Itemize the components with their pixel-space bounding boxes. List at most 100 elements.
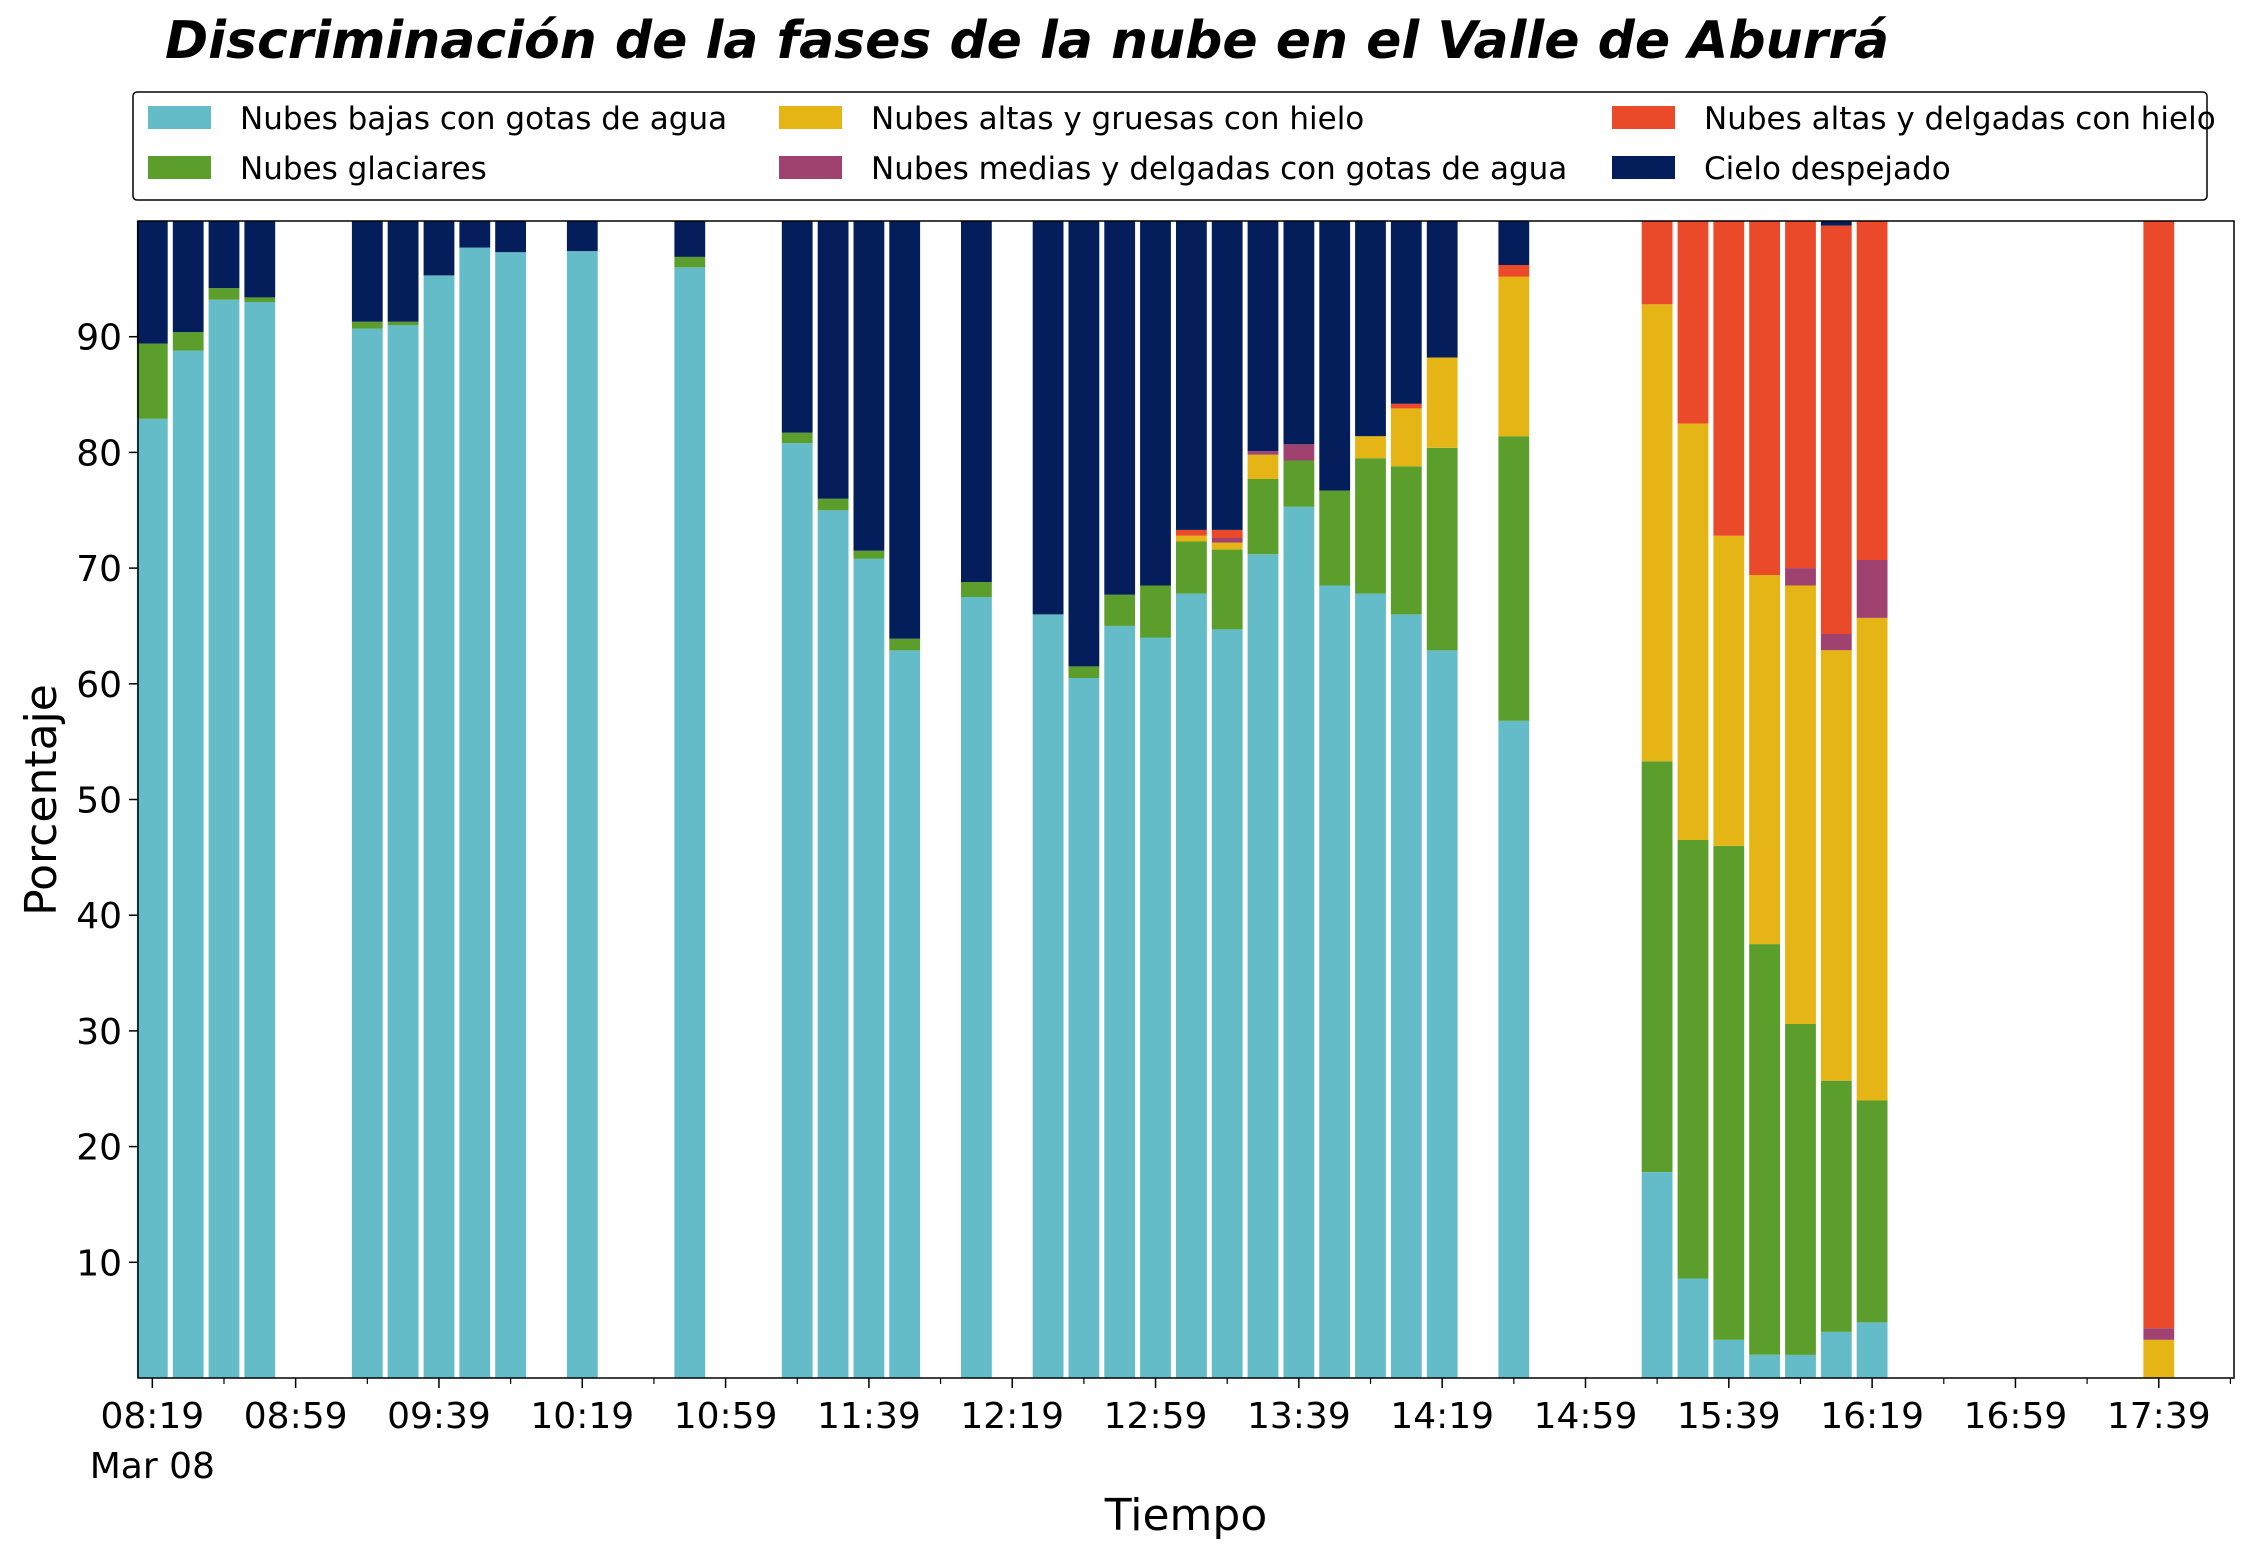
- x-tick-label-1539: 15:39: [1677, 1396, 1781, 1437]
- bar-segment-nubes-glaciares-1149: [889, 638, 921, 651]
- bar-segment-nubes-bajas-con-gotas-de-agua-0939: [423, 275, 455, 1378]
- bar-segment-nubes-glaciares-1549: [1749, 944, 1780, 1355]
- bar-segment-nubes-medias-y-delgadas-con-gotas-de-agua-1739: [2143, 1328, 2175, 1340]
- bar-segment-nubes-bajas-con-gotas-de-agua-0849: [244, 302, 276, 1378]
- bar-segment-nubes-bajas-con-gotas-de-agua-1439: [1498, 720, 1530, 1378]
- bar-segment-nubes-glaciares-1439: [1498, 436, 1530, 721]
- y-tick-label-70: 70: [76, 549, 122, 590]
- bar-segment-nubes-bajas-con-gotas-de-agua-0829: [172, 350, 204, 1379]
- bar-segment-nubes-bajas-con-gotas-de-agua-1539: [1713, 1339, 1745, 1378]
- bar-segment-nubes-bajas-con-gotas-de-agua-1519: [1641, 1172, 1673, 1378]
- bar-segment-nubes-altas-y-delgadas-con-hielo-1619: [1856, 221, 1888, 560]
- bar-segment-cielo-despejado-0839: [208, 221, 240, 289]
- x-tick-label-1659: 16:59: [1964, 1396, 2068, 1437]
- x-axis: 08:19 Mar 08 08:59 09:39 10:19 10:59 11:39 12:1…: [90, 1378, 2232, 1487]
- y-tick-label-10: 10: [76, 1243, 122, 1284]
- bar-segment-nubes-bajas-con-gotas-de-agua-0919: [351, 328, 383, 1379]
- bar-segment-nubes-glaciares-1559: [1785, 1024, 1816, 1355]
- bar-segment-nubes-glaciares-1339: [1283, 460, 1315, 507]
- bar-segment-nubes-bajas-con-gotas-de-agua-1349: [1319, 585, 1351, 1378]
- bar-segment-nubes-bajas-con-gotas-de-agua-0929: [387, 325, 419, 1379]
- bar-segment-cielo-despejado-1329: [1247, 221, 1279, 452]
- legend-label-nubes-altas-y-delgadas-con-hielo: Nubes altas y delgadas con hielo: [1704, 101, 2216, 137]
- bar-segment-cielo-despejado-0919: [351, 221, 383, 322]
- bar-segment-nubes-bajas-con-gotas-de-agua-1119: [781, 443, 813, 1379]
- bar-segment-nubes-bajas-con-gotas-de-agua-1229: [1032, 614, 1064, 1378]
- x-tick-label-1459: 14:59: [1534, 1396, 1638, 1437]
- x-tick-label-0939: 09:39: [387, 1396, 491, 1437]
- bar-segment-nubes-bajas-con-gotas-de-agua-1559: [1785, 1354, 1816, 1378]
- bar-segment-cielo-despejado-1339: [1283, 221, 1315, 445]
- bar-segment-nubes-medias-y-delgadas-con-gotas-de-agua-1609: [1820, 634, 1852, 651]
- bar-segment-nubes-glaciares-1409: [1390, 466, 1422, 615]
- bar-segment-nubes-glaciares-0919: [351, 321, 383, 329]
- legend-swatch-nubes-glaciares: [148, 156, 211, 179]
- bar-segment-nubes-altas-y-delgadas-con-hielo-1309: [1176, 529, 1207, 536]
- bar-segment-nubes-glaciares-1129: [817, 498, 849, 511]
- bar-segment-nubes-altas-y-gruesas-con-hielo-1309: [1176, 535, 1207, 542]
- y-tick-label-90: 90: [76, 318, 122, 359]
- bar-segment-cielo-despejado-1349: [1319, 221, 1351, 491]
- bar-segment-nubes-altas-y-delgadas-con-hielo-1519: [1641, 221, 1673, 305]
- bar-segment-nubes-medias-y-delgadas-con-gotas-de-agua-1329: [1247, 451, 1279, 455]
- legend-swatch-nubes-bajas-con-gotas-de-agua: [148, 106, 211, 129]
- bar-segment-cielo-despejado-0849: [244, 221, 276, 298]
- bar-segment-nubes-glaciares-1349: [1319, 490, 1351, 586]
- bar-segment-nubes-glaciares-1359: [1355, 458, 1386, 594]
- y-tick-label-80: 80: [76, 433, 122, 474]
- bar-segment-nubes-altas-y-delgadas-con-hielo-1559: [1785, 221, 1816, 569]
- bar-segment-cielo-despejado-1309: [1176, 221, 1207, 530]
- bar-segment-nubes-glaciares-1609: [1820, 1080, 1852, 1332]
- bar-segment-nubes-altas-y-delgadas-con-hielo-1409: [1390, 403, 1422, 409]
- bar-segment-nubes-altas-y-gruesas-con-hielo-1539: [1713, 535, 1745, 846]
- y-tick-label-50: 50: [76, 781, 122, 822]
- bar-segment-nubes-bajas-con-gotas-de-agua-1549: [1749, 1354, 1780, 1378]
- bar-segment-nubes-altas-y-gruesas-con-hielo-1319: [1211, 542, 1243, 550]
- bar-segment-nubes-glaciares-1209: [961, 582, 992, 597]
- bar-segment-nubes-altas-y-delgadas-con-hielo-1609: [1820, 225, 1852, 634]
- x-tick-label-1259: 12:59: [1104, 1396, 1208, 1437]
- legend-label-nubes-medias-y-delgadas-con-gotas-de-agua: Nubes medias y delgadas con gotas de agu…: [871, 151, 1567, 187]
- bar-segment-nubes-altas-y-gruesas-con-hielo-1739: [2143, 1339, 2175, 1378]
- bar-segment-nubes-altas-y-gruesas-con-hielo-1549: [1749, 575, 1780, 945]
- bar-segment-nubes-altas-y-gruesas-con-hielo-1609: [1820, 650, 1852, 1081]
- bar-segment-cielo-despejado-1439: [1498, 221, 1530, 265]
- bar-segment-cielo-despejado-1409: [1390, 221, 1422, 404]
- legend-box: [132, 91, 2208, 201]
- bar-segment-cielo-despejado-1229: [1032, 221, 1064, 615]
- bar-segment-nubes-glaciares-1259: [1140, 585, 1171, 638]
- bar-segment-nubes-bajas-con-gotas-de-agua-1309: [1176, 593, 1207, 1378]
- y-axis-label: Porcentaje: [16, 684, 67, 916]
- x-tick-label-1219: 12:19: [960, 1396, 1064, 1437]
- bar-segment-nubes-glaciares-1309: [1176, 541, 1207, 594]
- bar-segment-cielo-despejado-0949: [459, 221, 491, 248]
- bar-segment-cielo-despejado-1359: [1355, 221, 1386, 437]
- bar-segment-nubes-glaciares-1119: [781, 432, 813, 444]
- chart-title: Discriminación de la fases de la nube en…: [165, 11, 1889, 71]
- bar-segment-nubes-glaciares-1049: [674, 256, 706, 268]
- bar-segment-cielo-despejado-1149: [889, 221, 921, 639]
- bar-segment-nubes-bajas-con-gotas-de-agua-1619: [1856, 1322, 1888, 1378]
- x-tick-label-1419: 14:19: [1390, 1396, 1494, 1437]
- x-tick-label-1739: 17:39: [2107, 1396, 2211, 1437]
- bar-segment-cielo-despejado-1129: [817, 221, 849, 499]
- bar-segment-cielo-despejado-1419: [1426, 221, 1458, 358]
- bar-segment-nubes-altas-y-delgadas-con-hielo-1439: [1498, 265, 1530, 277]
- bar-segment-nubes-bajas-con-gotas-de-agua-1239: [1068, 678, 1100, 1378]
- bar-segment-nubes-bajas-con-gotas-de-agua-0819: [136, 418, 168, 1378]
- bar-segment-nubes-altas-y-gruesas-con-hielo-1359: [1355, 436, 1386, 459]
- bar-segment-nubes-bajas-con-gotas-de-agua-1409: [1390, 614, 1422, 1378]
- bar-segment-cielo-despejado-1119: [781, 221, 813, 433]
- legend-label-nubes-altas-y-gruesas-con-hielo: Nubes altas y gruesas con hielo: [871, 101, 1364, 137]
- bars: [136, 221, 2175, 1379]
- bar-segment-cielo-despejado-1609: [1820, 221, 1852, 226]
- legend: Nubes bajas con gotas de agua Nubes glaci…: [132, 91, 2216, 201]
- bar-segment-nubes-bajas-con-gotas-de-agua-1139: [853, 558, 885, 1378]
- bar-segment-cielo-despejado-1259: [1140, 221, 1171, 586]
- bar-segment-nubes-bajas-con-gotas-de-agua-1609: [1820, 1331, 1852, 1378]
- bar-segment-nubes-altas-y-gruesas-con-hielo-1409: [1390, 408, 1422, 467]
- legend-swatch-nubes-altas-y-gruesas-con-hielo: [779, 106, 842, 129]
- bar-segment-nubes-glaciares-1539: [1713, 845, 1745, 1340]
- bar-segment-nubes-glaciares-1139: [853, 550, 885, 559]
